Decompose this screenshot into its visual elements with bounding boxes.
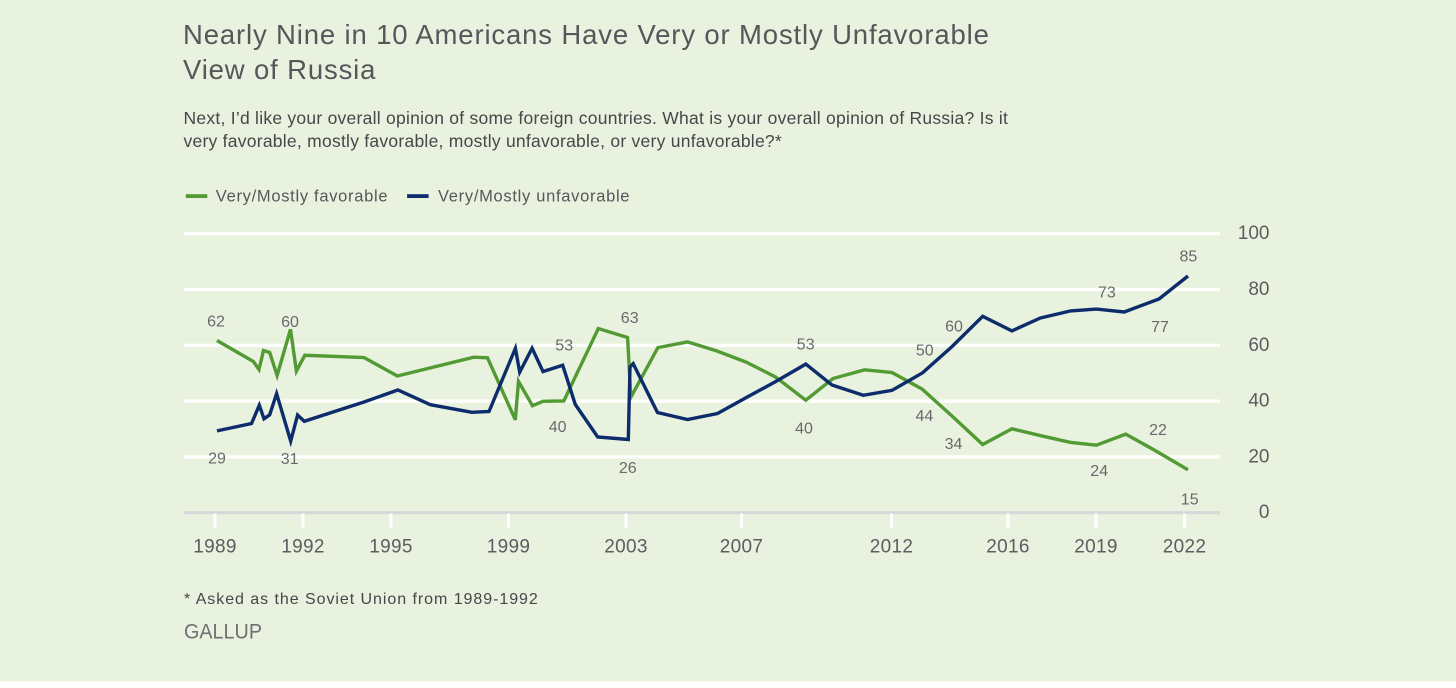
svg-text:60: 60 xyxy=(945,319,963,336)
svg-text:Next, I’d like your overall op: Next, I’d like your overall opinion of s… xyxy=(184,108,1009,128)
svg-text:GALLUP: GALLUP xyxy=(184,621,262,644)
svg-text:View of Russia: View of Russia xyxy=(183,54,376,85)
svg-text:Nearly Nine in 10 Americans Ha: Nearly Nine in 10 Americans Have Very or… xyxy=(183,19,990,50)
svg-text:29: 29 xyxy=(208,451,226,468)
svg-text:* Asked as the Soviet Union fr: * Asked as the Soviet Union from 1989-19… xyxy=(184,591,539,608)
svg-text:1992: 1992 xyxy=(281,537,324,558)
svg-text:53: 53 xyxy=(555,338,573,355)
svg-text:60: 60 xyxy=(281,314,299,331)
svg-text:1989: 1989 xyxy=(193,537,236,558)
svg-text:63: 63 xyxy=(621,310,639,327)
svg-text:2022: 2022 xyxy=(1163,537,1206,558)
svg-text:80: 80 xyxy=(1248,279,1269,300)
svg-text:40: 40 xyxy=(1248,391,1269,412)
svg-text:85: 85 xyxy=(1180,249,1198,266)
svg-text:50: 50 xyxy=(916,343,934,360)
svg-text:1999: 1999 xyxy=(487,537,530,558)
svg-text:34: 34 xyxy=(945,436,963,453)
svg-text:15: 15 xyxy=(1181,492,1199,509)
svg-text:77: 77 xyxy=(1151,319,1169,336)
svg-text:24: 24 xyxy=(1090,463,1108,480)
svg-text:20: 20 xyxy=(1248,446,1269,467)
svg-text:2016: 2016 xyxy=(986,537,1029,558)
svg-text:73: 73 xyxy=(1098,285,1116,302)
svg-text:31: 31 xyxy=(281,451,299,468)
svg-text:2012: 2012 xyxy=(870,537,913,558)
svg-text:40: 40 xyxy=(549,419,567,436)
svg-text:Very/Mostly favorable: Very/Mostly favorable xyxy=(216,188,388,206)
svg-text:2003: 2003 xyxy=(604,537,647,558)
svg-text:62: 62 xyxy=(207,314,225,331)
svg-text:53: 53 xyxy=(797,337,815,354)
svg-text:0: 0 xyxy=(1259,502,1270,523)
svg-text:26: 26 xyxy=(619,460,637,477)
svg-text:40: 40 xyxy=(795,420,813,437)
svg-text:2019: 2019 xyxy=(1074,537,1117,558)
svg-text:60: 60 xyxy=(1248,335,1269,356)
svg-text:2007: 2007 xyxy=(720,537,763,558)
svg-text:100: 100 xyxy=(1238,223,1270,244)
svg-text:44: 44 xyxy=(916,408,934,425)
svg-text:22: 22 xyxy=(1149,422,1167,439)
svg-text:1995: 1995 xyxy=(369,537,412,558)
svg-text:very favorable, mostly favorab: very favorable, mostly favorable, mostly… xyxy=(184,131,782,151)
svg-text:Very/Mostly unfavorable: Very/Mostly unfavorable xyxy=(438,188,630,206)
